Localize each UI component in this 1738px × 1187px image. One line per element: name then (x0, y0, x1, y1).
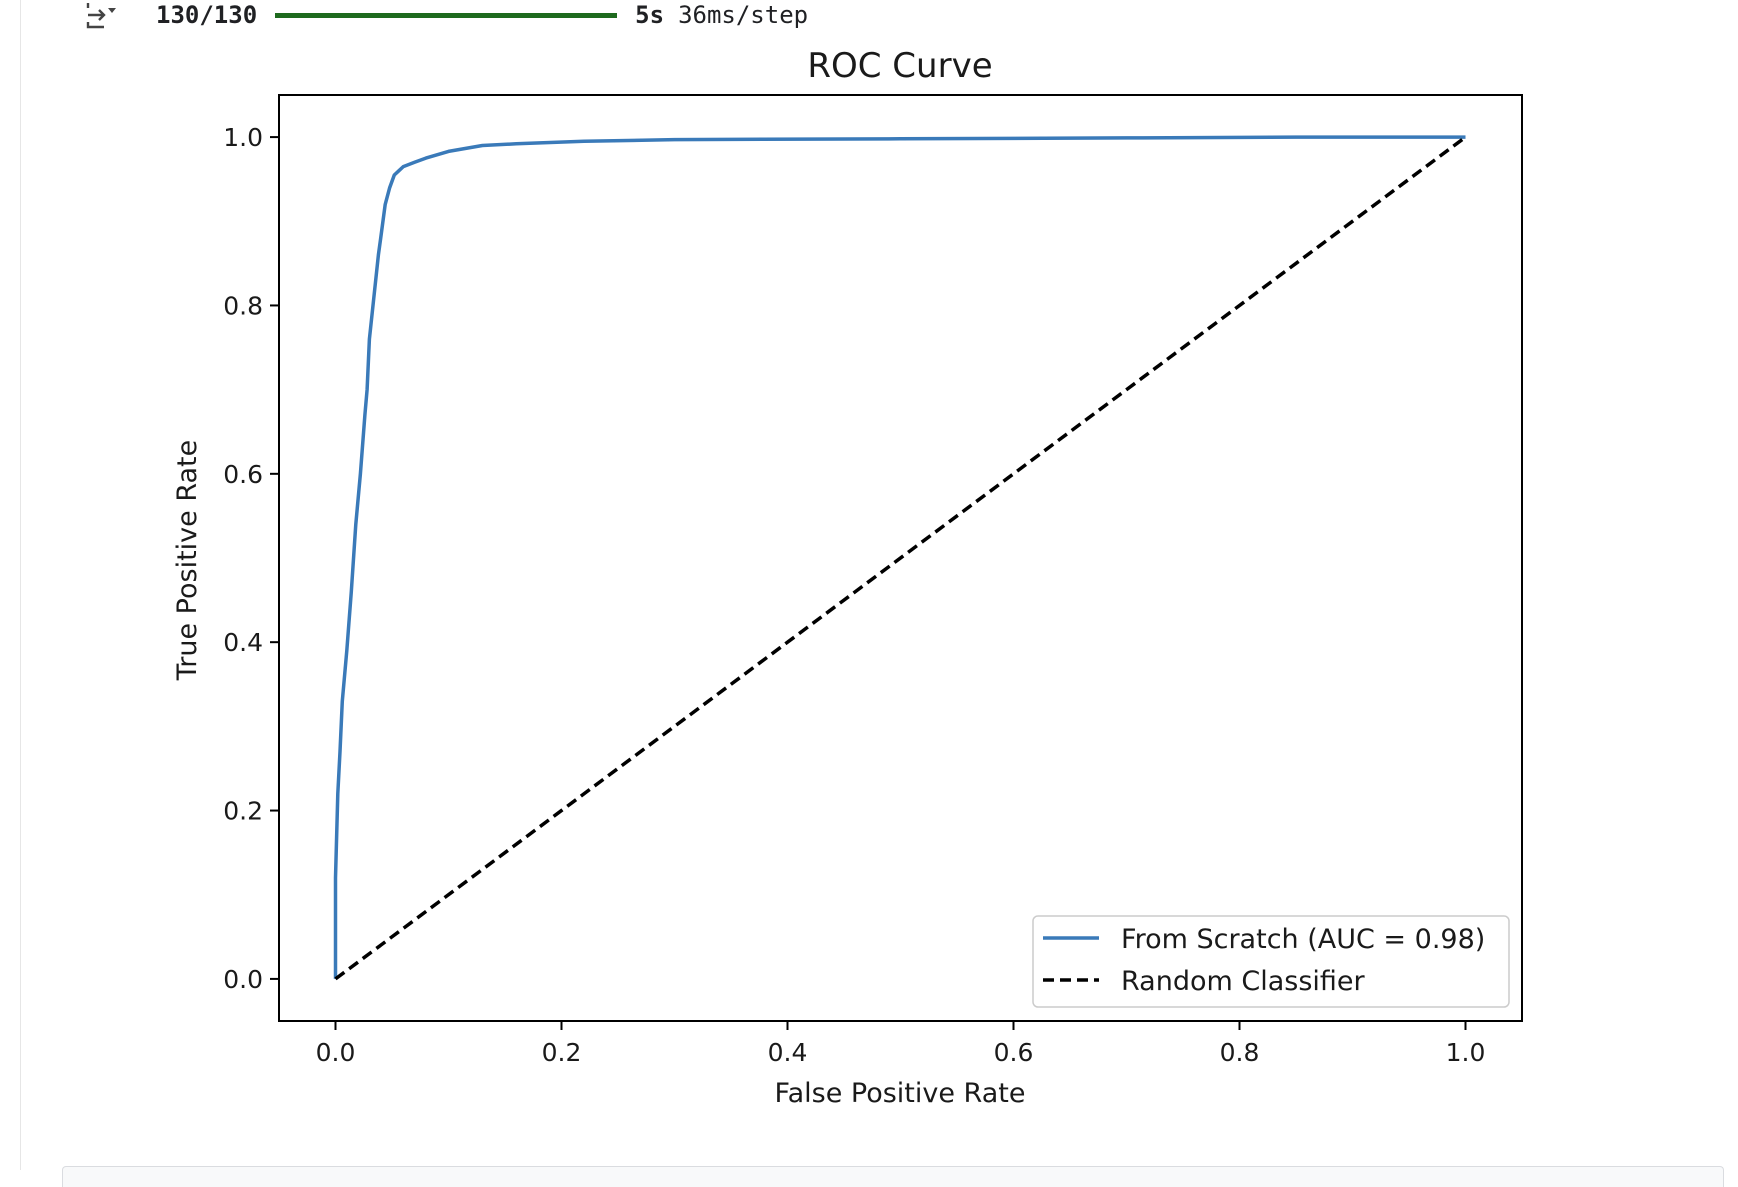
y-axis-label: True Positive Rate (172, 440, 203, 682)
x-tick-label: 1.0 (1446, 1038, 1486, 1067)
progress-per-step: 36ms/step (678, 1, 809, 29)
x-axis-ticks: 0.0 0.2 0.4 0.6 0.8 1.0 (316, 1021, 1486, 1067)
next-cell[interactable] (62, 1166, 1724, 1187)
legend: From Scratch (AUC = 0.98) Random Classif… (1032, 915, 1510, 1008)
y-tick-label: 0.4 (223, 628, 263, 657)
x-tick-label: 0.8 (1220, 1038, 1260, 1067)
output-toggle-icon[interactable] (84, 0, 132, 30)
legend-label-from-scratch: From Scratch (AUC = 0.98) (1121, 924, 1485, 955)
progress-time: 5s (635, 1, 665, 29)
x-tick-label: 0.0 (316, 1038, 356, 1067)
series-line-random-classifier (334, 135, 1467, 981)
legend-label-random-classifier: Random Classifier (1121, 966, 1366, 997)
training-progress: 130/130 5s 36ms/step (156, 0, 808, 30)
legend-box (1032, 915, 1510, 1008)
x-tick-label: 0.4 (768, 1038, 808, 1067)
x-tick-label: 0.2 (542, 1038, 582, 1067)
y-tick-label: 1.0 (223, 123, 263, 152)
series-line-from-scratch (333, 135, 1466, 979)
plot-area (333, 135, 1467, 981)
y-tick-label: 0.6 (223, 460, 263, 489)
progress-count: 130/130 (156, 1, 258, 29)
cell-gutter-line (20, 0, 21, 1170)
y-tick-label: 0.8 (223, 291, 263, 320)
chart-title: ROC Curve (807, 46, 992, 86)
y-tick-label: 0.0 (223, 965, 263, 994)
y-axis-ticks: 0.0 0.2 0.4 0.6 0.8 1.0 (223, 123, 279, 994)
x-tick-label: 0.6 (994, 1038, 1034, 1067)
plot-frame (278, 94, 1523, 1022)
progress-bar (275, 12, 618, 18)
y-tick-label: 0.2 (223, 797, 263, 826)
x-axis-label: False Positive Rate (775, 1078, 1026, 1109)
